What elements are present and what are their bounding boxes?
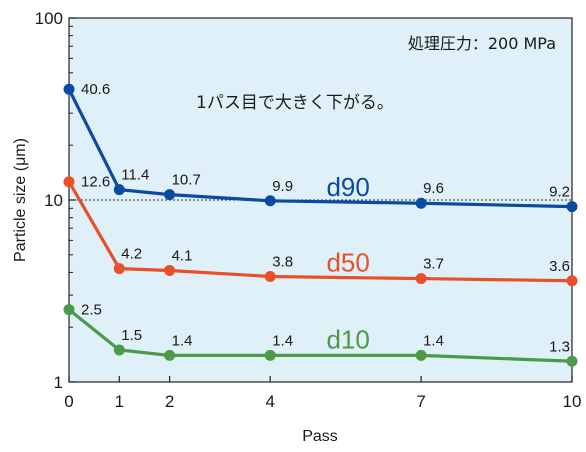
d50-data-label: 3.8	[272, 253, 293, 270]
condition-annotation: 処理圧力：200 MPa	[408, 34, 556, 53]
d10-data-label: 1.3	[549, 338, 570, 355]
note-annotation: 1パス目で大きく下がる。	[196, 93, 394, 113]
d10-point	[415, 349, 427, 361]
d10-data-label: 1.4	[423, 332, 444, 349]
d90-point	[415, 197, 427, 209]
d90-point	[164, 189, 176, 201]
x-tick-label: 10	[563, 392, 582, 411]
x-axis-title: Pass	[302, 428, 338, 445]
d90-data-label: 40.6	[81, 81, 110, 98]
series-layer: 40.6 11.4 10.7 9.9 9.6 9.2 d90 12.6 4.2 4.1 3.8 3.7…	[63, 81, 578, 367]
d90-point	[63, 83, 75, 95]
y-axis-title: Particle size (μm)	[12, 138, 29, 262]
d50-data-label: 4.1	[172, 247, 193, 264]
d50-point	[415, 273, 427, 285]
x-tick-label: 2	[165, 392, 174, 411]
d90-line	[67, 88, 573, 209]
d90-data-label: 11.4	[121, 167, 149, 184]
d90-data-label: 9.9	[272, 178, 293, 195]
y-tick-label: 1	[54, 373, 63, 392]
y-tick-label: 100	[35, 9, 63, 28]
d50-point	[566, 275, 578, 287]
d10-point	[63, 304, 75, 316]
d50-point	[164, 264, 176, 276]
d90-data-label: 9.6	[423, 180, 444, 197]
d50-line	[67, 180, 573, 283]
x-axis: 0 1 2 4 7 10	[64, 376, 581, 411]
d50-point	[113, 263, 125, 275]
d10-data-label: 1.4	[172, 332, 193, 349]
d10-data-label: 2.5	[81, 302, 102, 319]
d50-series-label: d50	[326, 248, 369, 278]
d10-point	[164, 349, 176, 361]
d50-data-label: 12.6	[81, 174, 110, 191]
d50-point	[63, 176, 75, 188]
d50-data-label: 3.6	[549, 258, 570, 275]
y-axis: 1 10 100	[35, 9, 76, 392]
d50-data-label: 3.7	[423, 256, 444, 273]
d90-point	[264, 195, 276, 207]
d50-data-label: 4.2	[121, 246, 142, 263]
d90-point	[113, 184, 125, 196]
d10-data-label: 1.4	[272, 332, 293, 349]
d90-point	[566, 201, 578, 213]
x-tick-label: 0	[64, 392, 73, 411]
d90-data-label: 10.7	[172, 172, 201, 189]
d10-series-label: d10	[326, 324, 369, 354]
y-tick-label: 10	[44, 191, 63, 210]
d10-point	[264, 349, 276, 361]
d10-point	[113, 344, 125, 356]
d10-line	[67, 308, 573, 363]
plot-area	[68, 17, 573, 383]
d10-point	[566, 355, 578, 367]
d90-series-label: d90	[326, 172, 369, 202]
x-tick-label: 1	[115, 392, 124, 411]
x-tick-label: 4	[265, 392, 274, 411]
d90-data-label: 9.2	[549, 184, 570, 201]
d10-data-label: 1.5	[121, 327, 142, 344]
x-tick-label: 7	[416, 392, 425, 411]
d50-point	[264, 270, 276, 282]
